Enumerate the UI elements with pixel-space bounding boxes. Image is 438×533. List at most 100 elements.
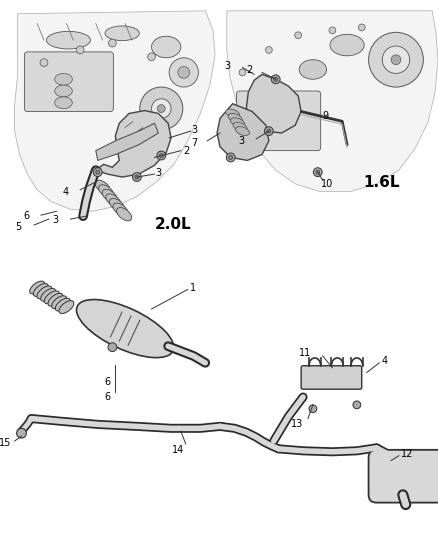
Text: 3: 3: [155, 168, 162, 178]
Ellipse shape: [33, 284, 48, 296]
Circle shape: [358, 24, 365, 31]
Ellipse shape: [77, 300, 174, 358]
Text: 15: 15: [0, 438, 12, 448]
Circle shape: [157, 104, 165, 112]
Polygon shape: [14, 11, 215, 211]
Text: 4: 4: [62, 187, 68, 197]
Circle shape: [247, 104, 265, 122]
Circle shape: [309, 405, 317, 413]
Circle shape: [267, 129, 271, 133]
Circle shape: [109, 39, 117, 47]
Ellipse shape: [55, 298, 70, 311]
Circle shape: [316, 170, 320, 174]
Ellipse shape: [44, 291, 59, 304]
Ellipse shape: [59, 301, 74, 313]
Text: 3: 3: [238, 136, 244, 146]
FancyBboxPatch shape: [301, 366, 362, 389]
Ellipse shape: [48, 293, 63, 306]
Circle shape: [148, 53, 155, 61]
Polygon shape: [96, 123, 159, 160]
Polygon shape: [246, 75, 301, 133]
Circle shape: [93, 168, 102, 176]
Circle shape: [295, 32, 302, 39]
Circle shape: [313, 168, 322, 176]
Ellipse shape: [99, 185, 114, 198]
Text: 12: 12: [401, 449, 413, 459]
Ellipse shape: [55, 97, 72, 109]
Ellipse shape: [233, 122, 247, 131]
Text: 2: 2: [183, 146, 189, 156]
Circle shape: [329, 27, 336, 34]
Circle shape: [180, 69, 188, 76]
Circle shape: [135, 175, 139, 179]
Circle shape: [265, 46, 272, 53]
Ellipse shape: [95, 180, 110, 193]
Polygon shape: [227, 11, 438, 192]
Circle shape: [353, 401, 361, 409]
Circle shape: [108, 343, 117, 352]
Ellipse shape: [230, 118, 244, 127]
Ellipse shape: [37, 286, 52, 299]
Text: 2: 2: [246, 66, 252, 76]
Circle shape: [271, 75, 280, 84]
Text: 4: 4: [381, 356, 388, 366]
Text: 5: 5: [15, 222, 21, 232]
Ellipse shape: [236, 127, 250, 135]
Text: 3: 3: [53, 215, 59, 225]
Ellipse shape: [55, 85, 72, 97]
Text: 1: 1: [190, 284, 196, 294]
FancyBboxPatch shape: [25, 52, 113, 111]
Polygon shape: [217, 104, 269, 160]
Ellipse shape: [106, 194, 121, 207]
Ellipse shape: [152, 36, 181, 58]
Ellipse shape: [52, 296, 67, 309]
Ellipse shape: [228, 114, 242, 123]
Circle shape: [152, 99, 171, 118]
Text: 1.6L: 1.6L: [364, 175, 400, 190]
Ellipse shape: [41, 288, 56, 301]
Polygon shape: [96, 110, 171, 177]
Ellipse shape: [105, 26, 139, 41]
Text: 11: 11: [299, 348, 311, 358]
Text: 6: 6: [104, 392, 110, 402]
Circle shape: [277, 104, 294, 122]
Text: 7: 7: [191, 138, 198, 148]
Text: 6: 6: [23, 211, 29, 221]
Ellipse shape: [110, 198, 124, 212]
Text: 2.0L: 2.0L: [155, 217, 191, 232]
Circle shape: [274, 77, 278, 81]
Ellipse shape: [117, 207, 132, 221]
Circle shape: [159, 154, 163, 157]
Text: 3: 3: [191, 125, 198, 135]
Circle shape: [157, 151, 166, 160]
Text: 14: 14: [172, 445, 184, 455]
Text: 13: 13: [291, 419, 303, 430]
Ellipse shape: [226, 109, 240, 118]
Circle shape: [40, 59, 48, 67]
FancyBboxPatch shape: [237, 91, 321, 151]
Ellipse shape: [46, 31, 90, 49]
Text: 3: 3: [225, 61, 231, 70]
Circle shape: [140, 87, 183, 130]
Text: 10: 10: [321, 179, 333, 189]
Circle shape: [382, 46, 410, 74]
Ellipse shape: [102, 189, 117, 203]
Circle shape: [76, 46, 84, 54]
Ellipse shape: [330, 34, 364, 56]
Circle shape: [369, 33, 424, 87]
FancyBboxPatch shape: [369, 450, 438, 503]
Circle shape: [96, 170, 100, 174]
Circle shape: [17, 429, 26, 438]
Circle shape: [265, 127, 273, 135]
Circle shape: [178, 67, 190, 78]
Circle shape: [229, 156, 233, 159]
Ellipse shape: [299, 60, 327, 79]
Text: 9: 9: [323, 111, 329, 122]
Ellipse shape: [30, 281, 45, 294]
Circle shape: [169, 58, 198, 87]
Circle shape: [132, 173, 141, 181]
Ellipse shape: [113, 203, 128, 216]
Text: 6: 6: [104, 377, 110, 387]
Circle shape: [239, 69, 246, 76]
Circle shape: [226, 153, 235, 162]
